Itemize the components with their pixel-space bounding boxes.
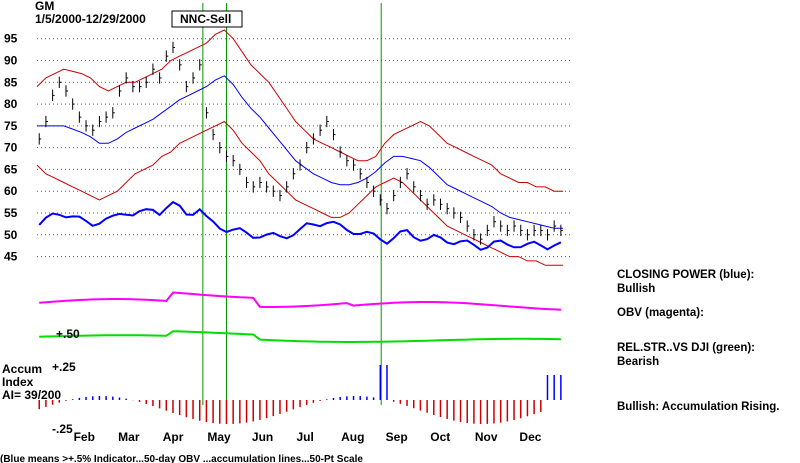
y-tick-label: 50	[4, 228, 18, 242]
x-tick-label: Dec	[519, 430, 541, 444]
chart-subtitle: 1/5/2000-12/29/2000	[35, 12, 146, 26]
y-tick-label: 75	[4, 119, 18, 133]
ai-value: AI= 39/200	[2, 388, 61, 402]
chart-title: GM	[35, 0, 54, 13]
closing-power-line	[38, 200, 562, 251]
x-tick-label: Jul	[297, 430, 314, 444]
moving-average	[37, 75, 564, 229]
labels: GM 1/5/2000-12/29/2000 NNC-Sell Accum In…	[0, 0, 363, 463]
y-tick-label: 60	[4, 184, 18, 198]
y-tick-label: 80	[4, 97, 18, 111]
gridlines: 95 90 85 80 75 70 65 60 55 50 45 Feb Mar Apr May Jun Jul…	[4, 32, 572, 444]
relstr-value: Bearish	[617, 356, 660, 368]
footer-note: (Blue means >+.5% Indicator...50-day OBV…	[0, 454, 363, 463]
obv-line	[39, 291, 561, 311]
plus25-label: +.25	[52, 360, 76, 374]
y-tick-label: 95	[4, 32, 18, 46]
y-tick-label: 55	[4, 206, 18, 220]
accum-note: Bullish: Accumulation Rising.	[617, 400, 780, 414]
relstr-line	[39, 330, 561, 343]
closing-power-value: Bullish	[617, 283, 656, 295]
x-tick-label: Sep	[386, 430, 408, 444]
y-tick-label: 70	[4, 141, 18, 155]
plus50-label: +.50	[56, 327, 80, 341]
x-tick-label: Apr	[163, 430, 184, 444]
signal-label: NNC-Sell	[180, 12, 231, 26]
y-tick-label: 65	[4, 162, 18, 176]
lower-band	[36, 120, 564, 266]
obv-note: OBV (magenta):	[617, 306, 704, 320]
relstr-title: REL.STR..VS DJI (green):	[617, 342, 756, 354]
x-tick-label: Oct	[430, 430, 450, 444]
accum-subtitle: Index	[2, 375, 34, 389]
signal-box	[171, 10, 243, 28]
x-tick-label: Jun	[252, 430, 273, 444]
relstr-note: REL.STR..VS DJI (green): Bearish	[617, 341, 755, 369]
x-tick-label: Mar	[118, 430, 140, 444]
accum-title: Accum	[2, 362, 42, 376]
y-tick-label: 90	[4, 54, 18, 68]
signal-lines	[202, 3, 382, 405]
series-layer	[36, 29, 564, 424]
obv-title: OBV (magenta):	[617, 307, 704, 319]
x-tick-label: May	[207, 430, 231, 444]
x-tick-label: Aug	[341, 430, 364, 444]
upper-band	[36, 29, 564, 192]
minus25-label: -.25	[52, 422, 73, 436]
closing-power-note: CLOSING POWER (blue): Bullish	[617, 268, 754, 296]
accum-note-title: Bullish: Accumulation Rising.	[617, 401, 780, 413]
y-tick-label: 85	[4, 75, 18, 89]
x-tick-label: Nov	[475, 430, 498, 444]
closing-power-title: CLOSING POWER (blue):	[617, 269, 755, 281]
y-tick-label: 45	[4, 250, 18, 264]
x-tick-label: Feb	[74, 430, 95, 444]
